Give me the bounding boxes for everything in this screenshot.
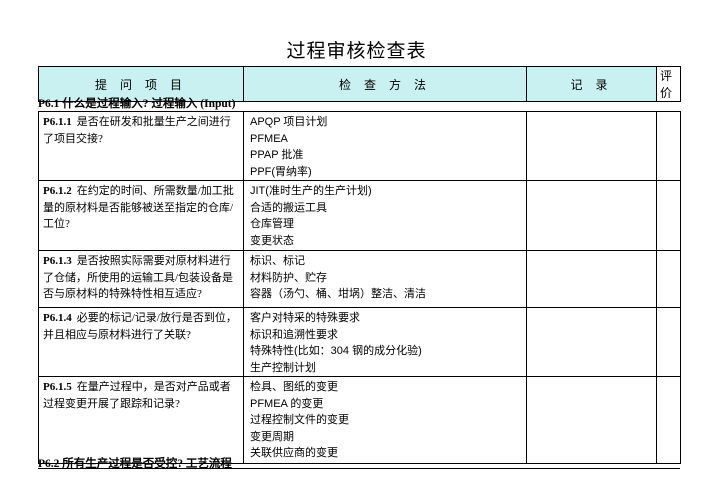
row-id: P6.1.1 <box>43 116 72 128</box>
row-id: P6.1.2 <box>43 185 72 197</box>
method-item: 容器（汤勺、桶、坩埚）整洁、清洁 <box>250 288 426 300</box>
method-item: 标识和追溯性要求 <box>250 328 338 341</box>
method-item: PPF(胃纳率) <box>250 165 312 178</box>
row-id: P6.1.5 <box>43 381 72 393</box>
method-item: PPAP 批准 <box>250 149 304 161</box>
table-row-p6-1-5: P6.1.5 在量产过程中，是否对产品或者过程变更开展了跟踪和记录? 检具、图纸的… <box>38 376 681 464</box>
evaluation-cell <box>656 376 681 464</box>
evaluation-cell <box>656 180 681 251</box>
column-header-question-items: 提 问 项 目 <box>38 66 244 102</box>
method-item: 仓库管理 <box>250 218 294 230</box>
method-item: 材料防护、贮存 <box>250 271 327 284</box>
method-item: 特殊特性(比如：304 钢的成分化验) <box>250 345 422 357</box>
page-title: 过程审核检查表 <box>286 41 427 62</box>
check-method-cell: APQP 项目计划 PFMEA PPAP 批准 PPF(胃纳率) <box>243 111 527 181</box>
table-header: 提 问 项 目 检 查 方 法 记 录 评价 <box>38 66 681 102</box>
method-item: APQP 项目计划 <box>250 116 328 128</box>
section-heading-p6-1: P6.1 什么是过程输入? 过程输入 (Input) <box>38 98 236 110</box>
table-row-p6-1-3: P6.1.3 是否按照实际需要对原材料进行了仓储，所使用的运输工具/包装设备是否与… <box>38 250 681 308</box>
method-item: 变更状态 <box>250 234 294 247</box>
column-header-records: 记 录 <box>526 66 657 102</box>
row-id: P6.1.4 <box>43 312 72 324</box>
method-item: PFMEA <box>250 132 288 145</box>
evaluation-cell <box>656 111 681 181</box>
question-text: 在量产过程中，是否对产品或者过程变更开展了跟踪和记录? <box>43 381 231 410</box>
evaluation-cell <box>656 307 681 377</box>
method-item: JIT(准时生产的生产计划) <box>250 185 372 197</box>
question-cell: P6.1.2 在约定的时间、所需数量/加工批量的原材料是否能够被送至指定的仓库/工… <box>38 180 244 251</box>
method-item: 生产控制计划 <box>250 361 316 374</box>
question-text: 是否按照实际需要对原材料进行了仓储，所使用的运输工具/包装设备是否与原材料的特殊… <box>43 255 234 300</box>
column-header-evaluation: 评价 <box>656 66 681 102</box>
table-row-p6-1-1: P6.1.1 是否在研发和批量生产之间进行了项目交接? APQP 项目计划 PFM… <box>38 111 681 181</box>
method-item: 变更周期 <box>250 430 294 443</box>
check-method-cell: 标识、标记 材料防护、贮存 容器（汤勺、桶、坩埚）整洁、清洁 <box>243 250 527 308</box>
checklist-table: P6.1.1 是否在研发和批量生产之间进行了项目交接? APQP 项目计划 PFM… <box>38 111 681 464</box>
check-method-cell: JIT(准时生产的生产计划) 合适的搬运工具 仓库管理 变更状态 <box>243 180 527 251</box>
question-text: 在约定的时间、所需数量/加工批量的原材料是否能够被送至指定的仓库/工位? <box>43 185 234 230</box>
check-method-cell: 客户对特采的特殊要求 标识和追溯性要求 特殊特性(比如：304 钢的成分化验) … <box>243 307 527 377</box>
table-row-p6-1-2: P6.1.2 在约定的时间、所需数量/加工批量的原材料是否能够被送至指定的仓库/工… <box>38 180 681 251</box>
record-cell <box>526 250 657 308</box>
header-row: 提 问 项 目 检 查 方 法 记 录 评价 <box>38 66 681 102</box>
question-cell: P6.1.4 必要的标记/记录/放行是否到位，并且相应与原材料进行了关联? <box>38 307 244 377</box>
question-cell: P6.1.3 是否按照实际需要对原材料进行了仓储，所使用的运输工具/包装设备是否与… <box>38 250 244 308</box>
row-id: P6.1.3 <box>43 255 72 267</box>
section-heading-p6-2: P6.2 所有生产过程是否受控? 工艺流程 <box>38 452 680 470</box>
method-item: PFMEA 的变更 <box>250 397 324 410</box>
method-item: 过程控制文件的变更 <box>250 414 349 426</box>
table-row-p6-1-4: P6.1.4 必要的标记/记录/放行是否到位，并且相应与原材料进行了关联? 客户对… <box>38 307 681 377</box>
record-cell <box>526 180 657 251</box>
method-item: 检具、图纸的变更 <box>250 381 338 393</box>
record-cell <box>526 307 657 377</box>
question-text: 必要的标记/记录/放行是否到位，并且相应与原材料进行了关联? <box>43 312 237 341</box>
question-cell: P6.1.5 在量产过程中，是否对产品或者过程变更开展了跟踪和记录? <box>38 376 244 464</box>
evaluation-cell <box>656 250 681 308</box>
method-item: 标识、标记 <box>250 255 305 267</box>
check-method-cell: 检具、图纸的变更 PFMEA 的变更 过程控制文件的变更 变更周期 关联供应商的… <box>243 376 527 464</box>
record-cell <box>526 111 657 181</box>
question-cell: P6.1.1 是否在研发和批量生产之间进行了项目交接? <box>38 111 244 181</box>
method-item: 关联供应商的变更 <box>250 447 338 459</box>
question-text: 是否在研发和批量生产之间进行了项目交接? <box>43 116 231 145</box>
method-item: 合适的搬运工具 <box>250 201 327 214</box>
record-cell <box>526 376 657 464</box>
method-item: 客户对特采的特殊要求 <box>250 312 360 324</box>
